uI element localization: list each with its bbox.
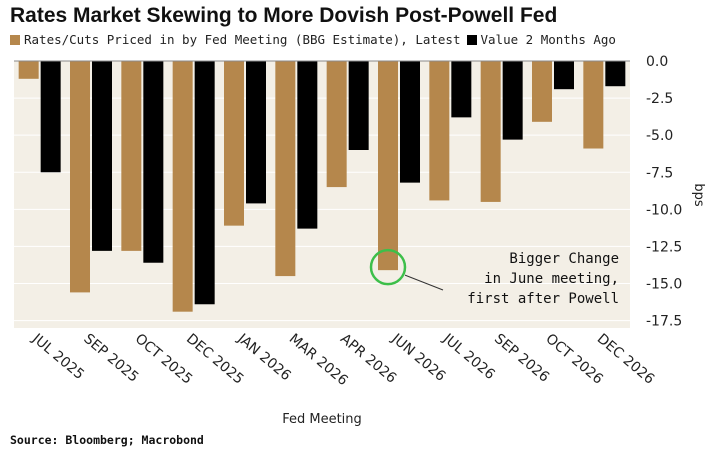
y-tick-label: -17.5	[646, 314, 682, 330]
highlight-circle	[369, 248, 407, 286]
bar-two-months-ago	[605, 61, 626, 87]
x-axis-title: Fed Meeting	[282, 412, 362, 427]
bar-latest	[121, 61, 142, 251]
bar-latest	[326, 61, 347, 188]
annotation-leader	[404, 274, 444, 291]
bar-latest	[275, 61, 296, 277]
bar-two-months-ago	[451, 61, 472, 118]
annotation-text: Bigger Change	[509, 251, 619, 267]
x-tick-label: JUL 2026	[439, 330, 498, 383]
y-tick-label: -2.5	[646, 91, 673, 107]
bar-latest	[224, 61, 244, 226]
bar-latest	[480, 61, 501, 202]
bar-latest	[18, 61, 39, 79]
legend-label-latest: Rates/Cuts Priced in by Fed Meeting (BBG…	[24, 32, 461, 47]
y-tick-label: -12.5	[646, 239, 682, 255]
bar-two-months-ago	[348, 61, 369, 150]
x-tick-label: SEP 2025	[80, 331, 141, 386]
bar-latest	[70, 61, 90, 293]
x-tick-label: JUL 2025	[28, 330, 87, 383]
x-tick-label: SEP 2026	[491, 331, 552, 386]
legend-swatch-two-months-ago	[466, 34, 477, 45]
x-tick-label: DEC 2026	[594, 331, 658, 388]
bar-two-months-ago	[502, 61, 523, 140]
y-tick-label: 0.0	[646, 54, 668, 70]
annotation-text: first after Powell	[467, 291, 619, 307]
y-tick-label: -7.5	[646, 165, 673, 181]
bar-latest	[429, 61, 450, 201]
bar-two-months-ago	[40, 61, 61, 173]
y-tick-label: -5.0	[646, 128, 673, 144]
annotation-text: in June meeting,	[484, 271, 619, 287]
bar-two-months-ago	[246, 61, 266, 204]
y-tick-label: -15.0	[646, 277, 682, 293]
bar-two-months-ago	[297, 61, 318, 229]
legend-item-latest: Rates/Cuts Priced in by Fed Meeting (BBG…	[10, 32, 461, 47]
bar-latest	[583, 61, 604, 149]
legend-swatch-latest	[10, 34, 20, 45]
bar-two-months-ago	[143, 61, 164, 263]
bar-two-months-ago	[400, 61, 420, 183]
y-tick-label: -10.0	[646, 202, 682, 218]
bar-two-months-ago	[554, 61, 574, 90]
legend-item-two-months-ago: Value 2 Months Ago	[466, 32, 616, 47]
bar-latest	[172, 61, 193, 312]
chart-title: Rates Market Skewing to More Dovish Post…	[10, 4, 558, 27]
legend: Rates/Cuts Priced in by Fed Meeting (BBG…	[10, 32, 622, 47]
y-axis-title: bps	[691, 183, 706, 207]
bar-two-months-ago	[92, 61, 112, 251]
bar-latest	[532, 61, 552, 122]
legend-label-two-months-ago: Value 2 Months Ago	[480, 32, 616, 47]
bar-two-months-ago	[194, 61, 215, 305]
source-note: Source: Bloomberg; Macrobond	[10, 433, 204, 447]
bar-latest	[378, 61, 398, 271]
